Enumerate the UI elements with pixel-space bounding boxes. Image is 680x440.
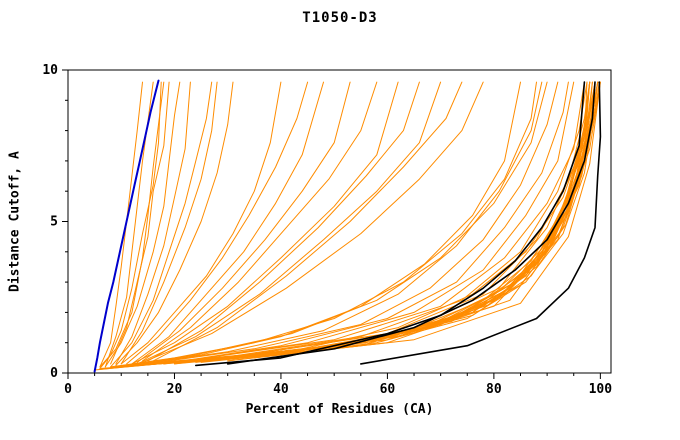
orange-series-line (104, 81, 181, 368)
orange-series-line (115, 81, 234, 366)
orange-series-line (147, 81, 420, 362)
orange-series-line (131, 81, 399, 365)
orange-series-line (253, 81, 601, 359)
orange-series-line (227, 81, 599, 362)
orange-series-line (253, 81, 596, 359)
x-tick-label: 100 (589, 382, 613, 397)
orange-series-line (99, 81, 143, 368)
orange-series-line (131, 81, 324, 365)
orange-series-line (174, 81, 591, 365)
orange-series-line (131, 81, 543, 366)
orange-series-line (120, 81, 521, 368)
x-tick-label: 80 (486, 382, 502, 397)
orange-series-line (163, 81, 569, 365)
orange-series-line (184, 81, 585, 362)
orange-series-line (136, 81, 442, 365)
orange-series-line (120, 81, 282, 365)
orange-series-line (99, 81, 165, 369)
axes (62, 69, 601, 379)
black-series-line (226, 81, 596, 365)
black-series-line (195, 81, 586, 367)
orange-series-line (152, 81, 463, 362)
orange-series-line (147, 81, 559, 365)
orange-series-line (136, 81, 351, 363)
black-series-line (359, 81, 602, 365)
orange-series-line (99, 81, 162, 368)
y-tick-label: 10 (42, 63, 58, 78)
blue-series (93, 79, 160, 373)
orange-series-line (115, 81, 548, 368)
x-tick-label: 40 (273, 382, 289, 397)
black-series (195, 81, 602, 367)
x-tick-label: 0 (64, 382, 72, 397)
orange-series-line (200, 81, 588, 362)
y-tick-label: 5 (50, 215, 58, 230)
blue-series-line (93, 79, 160, 373)
y-axis-label: Distance Cutoff, A (7, 151, 23, 292)
orange-series-line (120, 81, 218, 365)
orange-series-line (115, 81, 191, 365)
orange-series-line (120, 81, 585, 368)
orange-series-line (174, 81, 575, 363)
orange-series (94, 81, 601, 371)
x-tick-label: 20 (167, 382, 183, 397)
x-axis-label: Percent of Residues (CA) (245, 402, 434, 417)
orange-series-line (110, 81, 170, 365)
plot-title: T1050-D3 (302, 10, 378, 26)
x-tick-label: 60 (380, 382, 396, 397)
y-tick-label: 0 (50, 366, 58, 381)
orange-series-line (142, 81, 484, 363)
orange-series-line (126, 81, 591, 367)
orange-series-line (110, 81, 213, 368)
orange-series-line (126, 81, 309, 365)
orange-series-line (142, 81, 378, 362)
